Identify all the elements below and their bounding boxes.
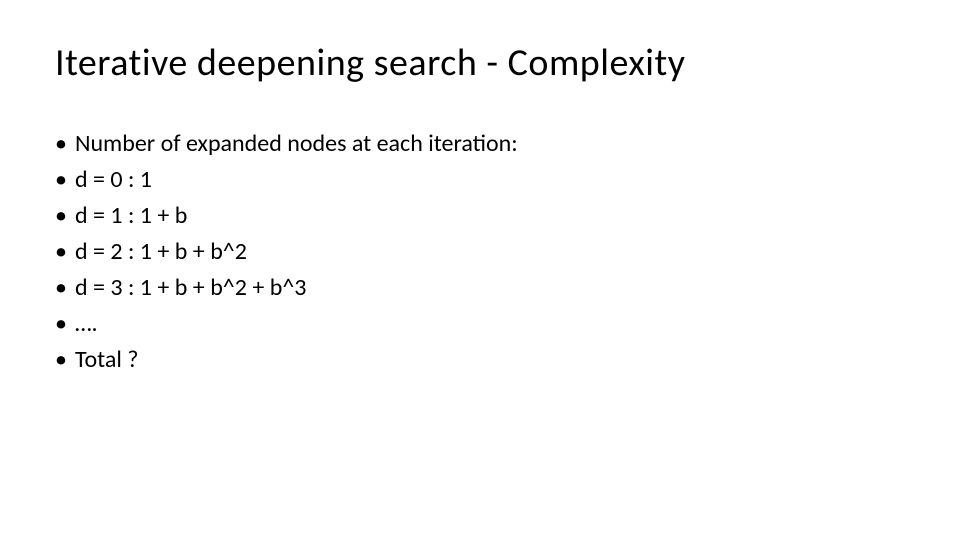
list-item: • d = 1 : 1 + b <box>55 198 905 234</box>
bullet-marker: • <box>55 198 67 234</box>
slide-title: Iterative deepening search - Complexity <box>55 40 905 86</box>
bullet-text: …. <box>75 306 905 342</box>
bullet-text: d = 3 : 1 + b + b^2 + b^3 <box>75 270 905 306</box>
bullet-text: d = 0 : 1 <box>75 162 905 198</box>
bullet-marker: • <box>55 270 67 306</box>
bullet-text: Number of expanded nodes at each iterati… <box>75 126 905 162</box>
bullet-list: • Number of expanded nodes at each itera… <box>55 126 905 378</box>
bullet-text: Total ? <box>75 342 905 378</box>
list-item: • d = 3 : 1 + b + b^2 + b^3 <box>55 270 905 306</box>
bullet-text: d = 1 : 1 + b <box>75 198 905 234</box>
list-item: • …. <box>55 306 905 342</box>
bullet-marker: • <box>55 306 67 342</box>
list-item: • d = 0 : 1 <box>55 162 905 198</box>
list-item: • Total ? <box>55 342 905 378</box>
bullet-marker: • <box>55 126 67 162</box>
list-item: • Number of expanded nodes at each itera… <box>55 126 905 162</box>
bullet-marker: • <box>55 234 67 270</box>
bullet-marker: • <box>55 342 67 378</box>
bullet-marker: • <box>55 162 67 198</box>
bullet-text: d = 2 : 1 + b + b^2 <box>75 234 905 270</box>
list-item: • d = 2 : 1 + b + b^2 <box>55 234 905 270</box>
